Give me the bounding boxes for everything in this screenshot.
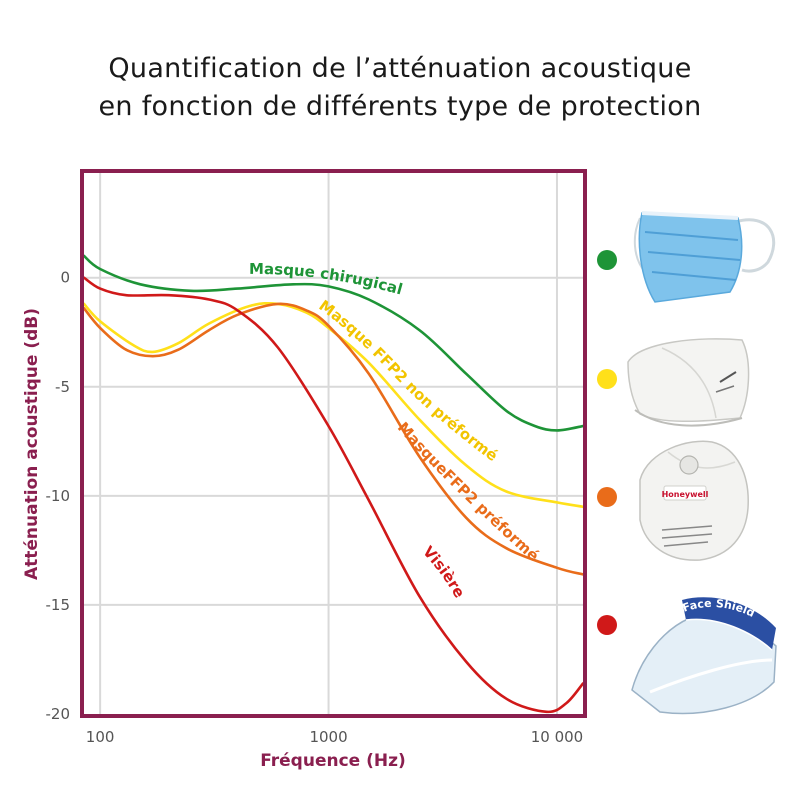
x-tick-label: 1000 <box>309 728 347 746</box>
title-line-2: en fonction de différents type de protec… <box>98 91 702 122</box>
y-axis-label: Atténuation acoustique (dB) <box>22 308 42 580</box>
face-shield-icon: Face Shield <box>631 597 777 715</box>
x-axis-label: Fréquence (Hz) <box>260 751 406 771</box>
title-line-1: Quantification de l’atténuation acoustiq… <box>108 53 692 84</box>
y-tick-label: 0 <box>60 269 70 287</box>
x-tick-label: 100 <box>86 728 115 746</box>
ffp2-flat-mask-icon <box>627 338 750 427</box>
legend-dot <box>597 369 617 389</box>
label-visiere: Visière <box>419 543 468 601</box>
chart-title: Quantification de l’atténuation acoustiq… <box>0 50 800 126</box>
legend-dot <box>597 250 617 270</box>
series-ffp2-non-preforme <box>84 301 583 509</box>
legend-dots <box>597 250 617 635</box>
y-tick-label: -15 <box>46 596 71 614</box>
y-ticks: 0 -5 -10 -15 -20 <box>46 269 71 723</box>
surgical-mask-icon <box>633 211 776 303</box>
honeywell-brand-text: Honeywell <box>662 490 709 499</box>
grid <box>84 173 583 714</box>
series-visiere <box>84 276 583 714</box>
legend-dot <box>597 487 617 507</box>
y-tick-label: -10 <box>46 487 71 505</box>
plot-frame <box>80 169 587 718</box>
y-tick-label: -20 <box>46 705 71 723</box>
series-masque-chirurgical <box>84 254 583 432</box>
y-tick-label: -5 <box>55 378 70 396</box>
legend-dot <box>597 615 617 635</box>
x-tick-label: 10 000 <box>531 728 584 746</box>
label-masque-chirurgical: Masque chirugical <box>249 260 405 299</box>
curves <box>84 254 583 714</box>
series-ffp2-preforme <box>84 302 583 576</box>
x-ticks: 100 1000 10 000 <box>86 728 583 746</box>
ffp2-molded-mask-icon: Honeywell <box>639 440 749 561</box>
